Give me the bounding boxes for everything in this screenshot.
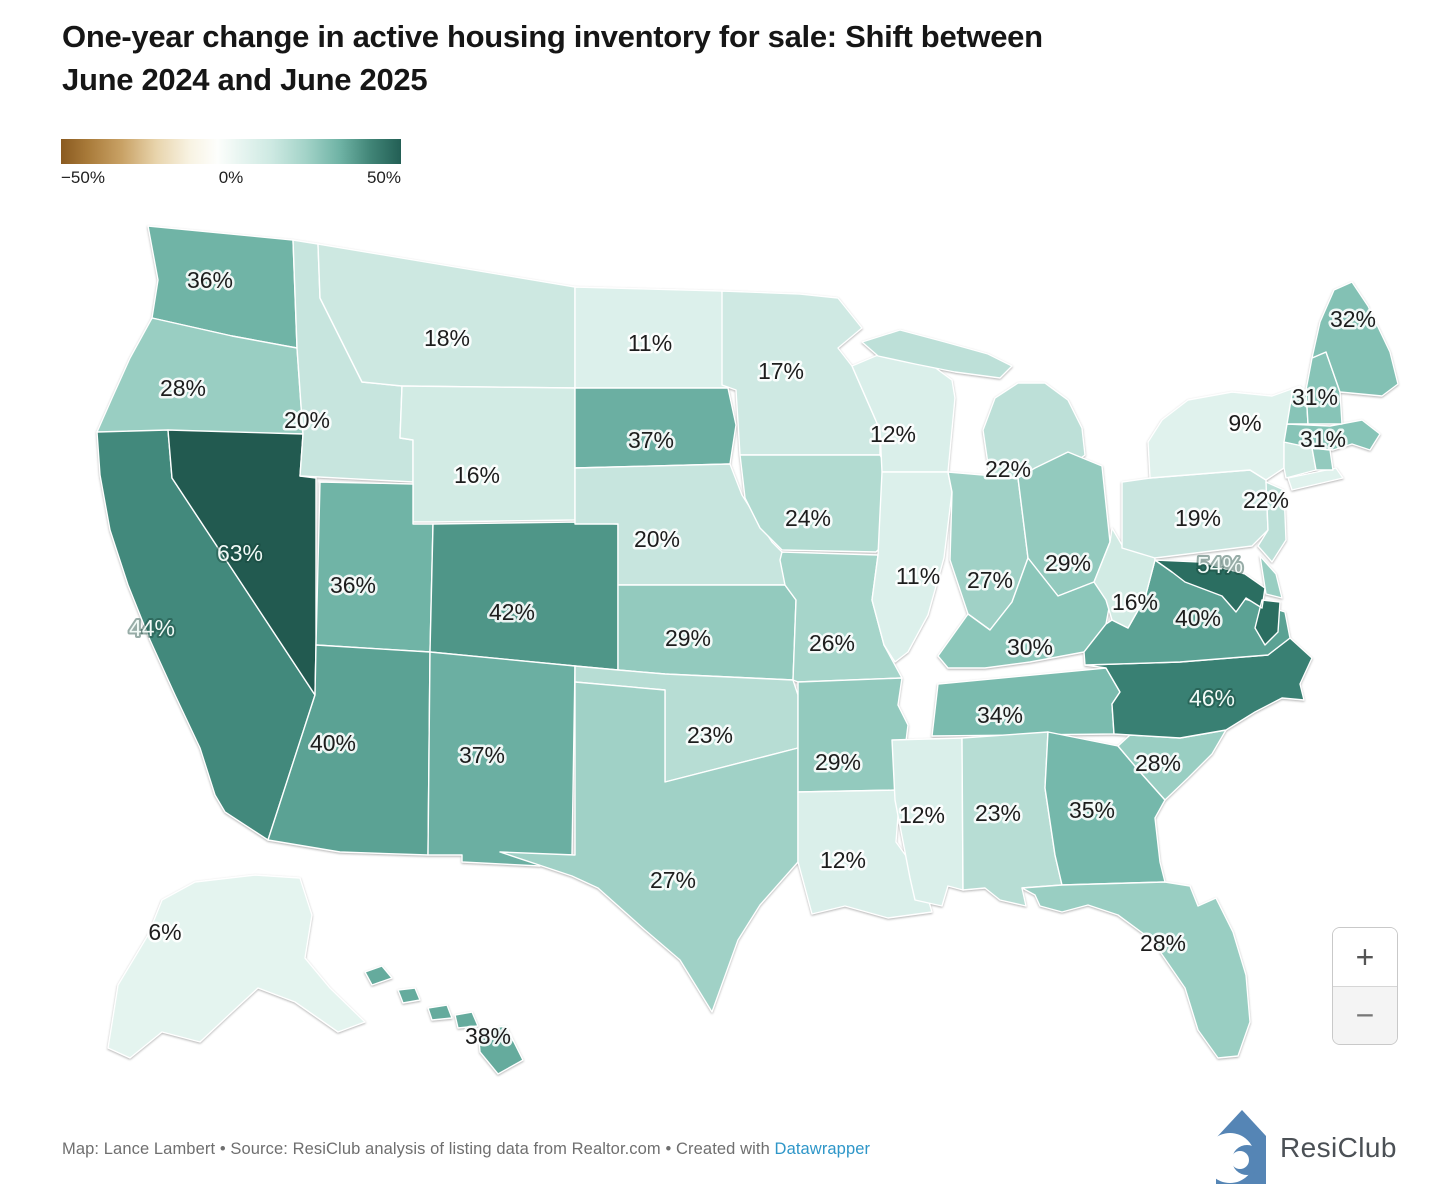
state-co[interactable]: Colorado: 42% (429, 521, 619, 671)
state-tx[interactable]: Texas: 27% (499, 681, 799, 1013)
footer-text: Map: Lance Lambert • Source: ResiClub an… (62, 1140, 775, 1158)
resiclub-logo-icon (1214, 1110, 1266, 1184)
state-value-label-wa: 36% (187, 267, 233, 293)
state-value-label-ma: 31% (1300, 426, 1346, 452)
state-value-label-sc: 28% (1135, 750, 1181, 776)
brand-name: ResiClub (1280, 1132, 1397, 1163)
state-value-label-co: 42% (489, 599, 535, 625)
resiclub-brand: ResiClub (1214, 1106, 1397, 1190)
state-value-label-sd: 37% (628, 427, 674, 453)
state-value-label-wi: 12% (870, 421, 916, 447)
state-ma[interactable]: Massachusetts: 31% (1283, 419, 1381, 451)
state-value-label-pa: 19% (1175, 505, 1221, 531)
state-value-label-mo: 26% (809, 630, 855, 656)
state-value-label-wy: 16% (454, 462, 500, 488)
state-value-label-nd: 11% (628, 330, 672, 356)
state-ak[interactable]: Alaska: 6% (107, 874, 366, 1059)
zoom-out-button[interactable]: − (1333, 986, 1397, 1044)
state-wy[interactable]: Wyoming: 16% (399, 385, 576, 523)
state-value-label-mn: 17% (758, 358, 804, 384)
state-value-label-nm: 37% (459, 742, 505, 768)
state-value-label-va: 40% (1175, 605, 1221, 631)
state-value-label-ut: 36% (330, 572, 376, 598)
state-value-label-ny: 9% (1228, 410, 1261, 436)
state-value-label-nc: 46% (1189, 685, 1235, 711)
legend-gradient-bar (61, 139, 401, 164)
state-value-label-id: 20% (284, 407, 330, 433)
state-value-label-ga: 35% (1069, 797, 1115, 823)
map-zoom-control: + − (1332, 927, 1398, 1045)
state-value-label-il: 11% (896, 563, 940, 589)
state-value-label-tx: 27% (650, 867, 696, 893)
state-value-label-oh: 29% (1045, 550, 1091, 576)
attribution-footer: Map: Lance Lambert • Source: ResiClub an… (62, 1140, 870, 1159)
state-value-label-nj: 22% (1243, 487, 1289, 513)
state-value-label-ks: 29% (665, 625, 711, 651)
state-hi[interactable]: Hawaii: 38% (364, 965, 524, 1075)
state-value-label-ca: 44% (129, 615, 175, 641)
state-value-label-mi: 22% (985, 456, 1031, 482)
state-value-label-nh: 31% (1292, 384, 1338, 410)
legend-mid-label: 0% (218, 168, 244, 187)
state-value-label-ia: 24% (785, 505, 831, 531)
state-value-label-ms: 12% (899, 802, 945, 828)
state-value-label-md: 54% (1197, 552, 1243, 578)
state-md[interactable]: Maryland: 54% (1154, 559, 1281, 646)
state-value-label-nv: 63% (217, 540, 263, 566)
legend-min-label: −50% (61, 168, 105, 187)
state-sd[interactable]: South Dakota: 37% (574, 387, 737, 469)
datawrapper-link[interactable]: Datawrapper (774, 1140, 871, 1158)
state-tn[interactable]: Tennessee: 34% (931, 667, 1121, 737)
state-value-label-hi: 38% (465, 1023, 511, 1049)
state-value-label-ne: 20% (634, 526, 680, 552)
state-value-label-tn: 34% (977, 702, 1023, 728)
page-title: One-year change in active housing invent… (62, 19, 1043, 97)
color-legend: −50% 0% 50% (61, 139, 401, 190)
legend-max-label: 50% (366, 168, 401, 187)
state-value-label-mt: 18% (424, 325, 470, 351)
state-nj[interactable]: New Jersey: 22% (1257, 481, 1287, 563)
state-value-label-al: 23% (975, 800, 1021, 826)
state-value-label-or: 28% (160, 375, 206, 401)
state-value-label-in: 27% (967, 567, 1013, 593)
state-value-label-me: 32% (1330, 306, 1376, 332)
state-value-label-ok: 23% (687, 722, 733, 748)
state-value-label-ak: 6% (148, 919, 181, 945)
zoom-in-button[interactable]: + (1333, 928, 1397, 987)
state-value-label-ky: 30% (1007, 634, 1053, 660)
state-de[interactable]: Delaware: 28% (1259, 555, 1283, 599)
state-fl[interactable]: Florida: 28% (1021, 881, 1251, 1059)
state-me[interactable]: Maine: 32% (1311, 281, 1399, 397)
state-value-label-ar: 29% (815, 749, 861, 775)
state-value-label-az: 40% (310, 730, 356, 756)
state-value-label-wv: 16% (1112, 589, 1158, 615)
state-mt[interactable]: Montana: 18% (317, 243, 576, 389)
state-value-label-fl: 28% (1140, 930, 1186, 956)
state-value-label-la: 12% (820, 847, 866, 873)
